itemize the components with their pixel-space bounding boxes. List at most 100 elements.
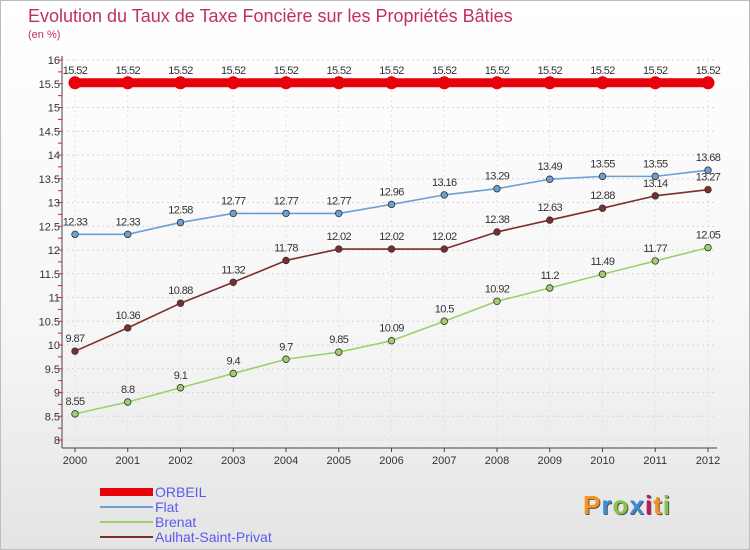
y-tick-label: 16 [48,55,60,67]
data-label: 11.77 [643,243,667,255]
data-point [598,270,607,278]
data-point [493,185,501,193]
data-point [546,216,554,224]
data-point [598,204,607,212]
legend-label: Brenat [155,514,197,530]
data-label: 12.05 [696,230,721,242]
legend-swatch [100,488,153,496]
brand-letter: x [629,490,645,520]
x-tick-label: 2008 [485,455,509,467]
x-tick-label: 2012 [696,455,720,467]
data-label: 12.88 [590,190,615,202]
data-point [71,230,79,239]
y-tick-label: 10 [48,340,60,352]
data-point [385,76,398,90]
data-label: 12.77 [274,195,299,207]
legend-item: Flat [100,499,360,515]
data-point [704,185,712,194]
data-label: 15.52 [696,65,721,77]
y-tick-label: 9.5 [45,364,60,376]
data-label: 15.52 [590,65,615,77]
x-tick-label: 2011 [643,455,667,467]
data-label: 15.52 [379,65,404,77]
data-label: 12.77 [326,195,351,207]
data-point [651,172,659,181]
data-label: 11.49 [591,256,615,268]
data-label: 11.32 [221,264,245,276]
data-point [124,324,132,332]
data-label: 13.55 [643,158,668,170]
y-tick-label: 8.5 [45,411,60,423]
data-point [651,192,659,200]
data-point [68,76,82,90]
chart-title: Evolution du Taux de Taxe Foncière sur l… [28,6,513,26]
data-label: 12.33 [63,216,88,228]
data-point [648,76,662,90]
y-tick-label: 9 [54,388,60,400]
data-point [335,209,343,218]
legend-label: Aulhat-Saint-Privat [155,529,272,545]
legend-swatch [100,536,153,538]
y-tick-label: 12.5 [39,221,60,233]
data-point [176,384,185,392]
x-tick-label: 2004 [274,455,298,467]
data-point [229,209,237,218]
data-point [387,245,396,253]
y-tick-label: 13.5 [39,174,60,186]
data-point [440,191,448,199]
data-point [704,243,712,252]
data-point [490,76,504,90]
data-label: 12.02 [326,231,351,243]
data-point [546,284,554,292]
x-tick-label: 2007 [432,455,456,467]
data-label: 13.49 [537,161,562,173]
data-point [124,230,132,239]
data-point [493,228,501,236]
data-label: 15.52 [643,65,668,77]
data-point [543,76,557,90]
data-label: 9.87 [65,333,84,345]
data-label: 15.52 [432,65,457,77]
data-point [598,172,607,181]
y-tick-label: 13 [48,198,60,210]
data-point [387,337,396,345]
data-label: 9.1 [174,370,188,382]
brand-letter: r [601,490,613,520]
data-label: 13.68 [696,152,721,164]
data-label: 9.4 [227,356,241,368]
legend-label: ORBEIL [155,484,207,500]
data-point [124,398,132,406]
data-point [282,209,290,218]
y-tick-label: 15 [48,103,60,115]
data-point [282,355,290,363]
y-tick-label: 12 [48,245,60,257]
data-label: 15.52 [326,65,351,77]
data-point [332,76,346,90]
data-label: 13.29 [485,171,510,183]
x-tick-label: 2009 [538,455,562,467]
data-point [279,76,293,90]
data-point [596,76,609,90]
data-point [335,245,343,253]
data-point [174,76,187,90]
x-tick-label: 2006 [379,455,403,467]
proxiti-logo: Proxiti [583,490,671,521]
data-label: 12.77 [221,195,246,207]
brand-letter: P [583,490,602,520]
data-point [176,299,185,307]
data-label: 9.85 [329,334,348,346]
data-label: 12.63 [537,202,562,214]
data-point [651,257,659,265]
data-label: 13.16 [432,177,457,189]
data-label: 15.52 [221,65,246,77]
data-label: 9.7 [279,341,293,353]
x-tick-label: 2000 [63,455,87,467]
y-tick-label: 11 [49,293,60,305]
data-label: 13.55 [590,158,615,170]
data-label: 10.92 [485,283,510,295]
data-label: 15.52 [168,65,193,77]
legend-item: ORBEIL [100,484,360,500]
data-point [335,348,343,356]
data-label: 11.2 [541,270,560,282]
